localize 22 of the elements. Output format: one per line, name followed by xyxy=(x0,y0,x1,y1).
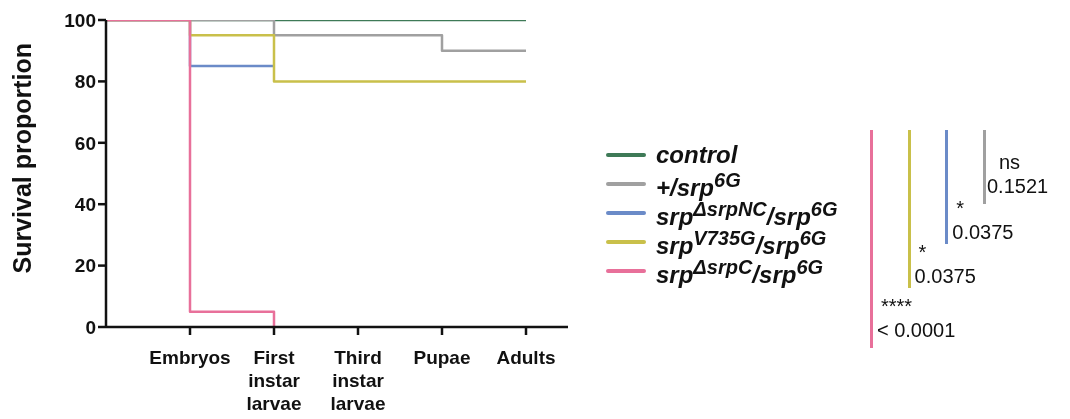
text: ns xyxy=(998,150,1022,174)
x-tick-label: Pupae xyxy=(413,347,471,369)
text: 0.0375 xyxy=(952,220,1014,244)
text: * xyxy=(955,196,966,220)
text: 0.0375 xyxy=(914,264,976,288)
y-tick-label: 60 xyxy=(74,132,96,154)
y-tick-label: 20 xyxy=(74,255,96,277)
legend-label: control xyxy=(656,140,738,168)
legend-label: +/srp$^{6G}$ xyxy=(656,167,741,201)
y-axis-title: Survival proportion xyxy=(7,42,36,274)
y-tick-label: 40 xyxy=(74,193,96,215)
text: **** xyxy=(879,294,914,318)
text: < 0.0001 xyxy=(876,318,956,342)
y-tick-label: 0 xyxy=(85,316,96,338)
x-tick-label: Embryos xyxy=(149,347,231,369)
y-tick-label: 80 xyxy=(74,71,96,93)
text: 0.1521 xyxy=(987,174,1049,198)
x-tick-label: Third instar larvae xyxy=(330,347,386,414)
y-tick-label: 100 xyxy=(64,9,96,31)
x-tick-label: Adults xyxy=(496,347,556,369)
text: * xyxy=(918,241,927,263)
x-tick-label: First instar larvae xyxy=(246,347,302,414)
